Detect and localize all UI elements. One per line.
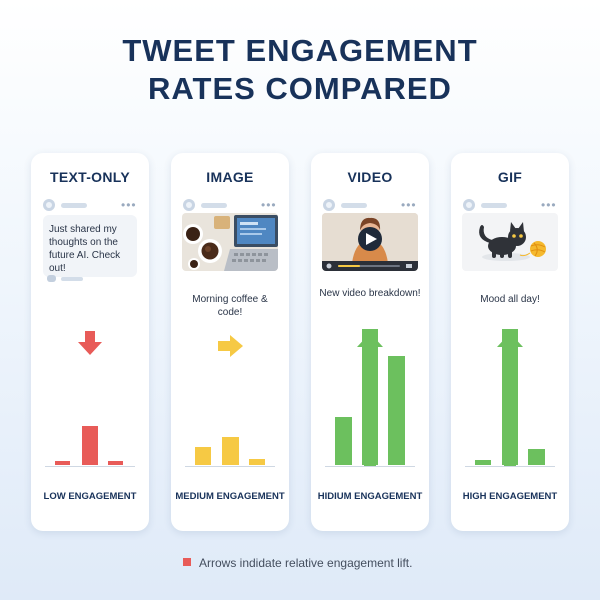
engagement-chart [465,329,555,465]
page-title: TWEET ENGAGEMENT RATES COMPARED [0,32,600,108]
bar [249,459,265,465]
reply-icon[interactable] [47,275,56,282]
bar [528,449,545,465]
tweet-caption: Morning coffee & code! [192,294,268,318]
card-title: IMAGE [206,169,254,185]
bar [108,461,123,465]
engagement-level-label: LOW ENGAGEMENT [43,491,137,502]
card-gif: GIF ••• Mood all day! HIGH ENGAGEMENT [451,153,569,531]
coffee-laptop-photo-icon[interactable] [182,213,278,271]
cat-with-yarn-icon[interactable] [462,213,558,271]
engagement-level-label: MEDIUM ENGAGEMENT [175,491,285,502]
card-title: GIF [497,169,523,185]
avatar [183,199,195,211]
arrow-down-icon [78,331,102,355]
avatar [43,199,55,211]
bar [195,447,211,465]
chart-baseline [45,466,135,467]
engagement-chart [325,329,415,465]
avatar [323,199,335,211]
chart-baseline [325,466,415,467]
username-placeholder [61,203,87,208]
chart-baseline [465,466,555,467]
title-line-1: TWEET ENGAGEMENT [122,33,478,68]
card-title: VIDEO [347,169,393,185]
more-options-icon[interactable]: ••• [121,198,137,212]
avatar [463,199,475,211]
card-image: IMAGE ••• Morning coffee & code! [171,153,289,531]
card-text-only: TEXT-ONLY ••• Just shared my thoughts on… [31,153,149,531]
tweet-text: Just shared my thoughts on the future AI… [49,224,121,274]
legend-swatch [183,558,191,566]
title-line-2: RATES COMPARED [148,71,452,106]
bar [502,329,518,465]
bar [335,417,352,465]
reply-count-placeholder [61,277,83,281]
card-video: VIDEO ••• New video breakdown! HIDIUM EN… [311,153,429,531]
more-options-icon[interactable]: ••• [261,198,277,212]
username-placeholder [341,203,367,208]
bar [362,329,378,465]
arrow-right-icon [218,335,243,357]
card-title: TEXT-ONLY [50,169,130,185]
legend: Arrows indidate relative engagement lift… [183,556,412,570]
video-player[interactable] [322,213,418,271]
bar [388,356,405,465]
engagement-level-label: HIGH ENGAGEMENT [462,491,558,502]
bar [222,437,239,465]
engagement-level-label: HIDIUM ENGAGEMENT [317,491,423,502]
more-options-icon[interactable]: ••• [401,198,417,212]
chart-baseline [185,466,275,467]
engagement-chart [185,395,275,465]
username-placeholder [481,203,507,208]
tweet-caption: Mood all day! [480,294,540,305]
bar [55,461,70,465]
tweet-caption: New video breakdown! [319,288,421,299]
bar [82,426,98,465]
legend-text: Arrows indidate relative engagement lift… [199,556,413,570]
more-options-icon[interactable]: ••• [541,198,557,212]
username-placeholder [201,203,227,208]
engagement-chart [45,395,135,465]
bar [475,460,491,465]
tweet-text-bubble: Just shared my thoughts on the future AI… [43,215,137,277]
